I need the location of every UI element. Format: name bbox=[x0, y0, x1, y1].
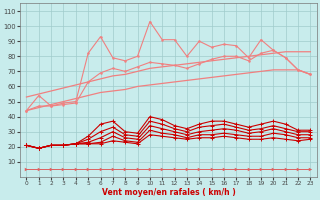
X-axis label: Vent moyen/en rafales ( km/h ): Vent moyen/en rafales ( km/h ) bbox=[101, 188, 235, 197]
